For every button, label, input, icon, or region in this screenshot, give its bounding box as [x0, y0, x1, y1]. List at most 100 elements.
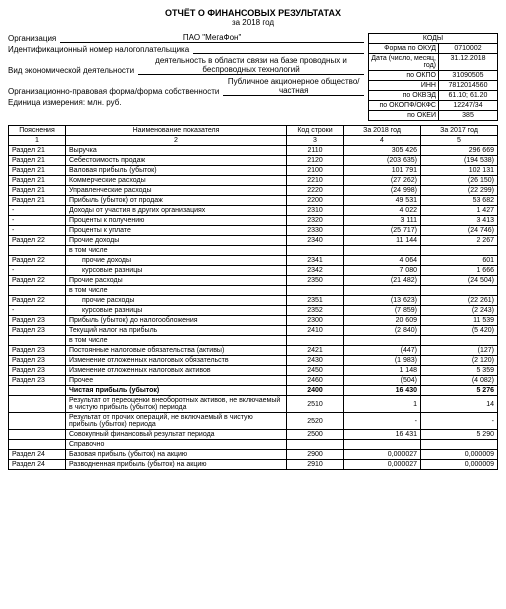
cell-code: 2220 — [287, 186, 344, 196]
value-form: Публичное акционерное общество/частная — [223, 77, 364, 96]
cell-2017: (2 120) — [421, 356, 498, 366]
codes-row: по ОКВЭД61.10; 61.20 — [369, 91, 497, 101]
cell-2017: 0,000009 — [421, 460, 498, 470]
cell-2017: 0,000009 — [421, 450, 498, 460]
cell-code: 2320 — [287, 216, 344, 226]
cell-name: Результат от прочих операций, не включае… — [66, 413, 287, 430]
cell-2017: 2 267 — [421, 236, 498, 246]
cell-code: 2351 — [287, 296, 344, 306]
cell-explain: Раздел 22 — [9, 276, 66, 286]
cell-name: Постоянные налоговые обязательства (акти… — [66, 346, 287, 356]
cell-explain: Раздел 21 — [9, 196, 66, 206]
cell-code: 2330 — [287, 226, 344, 236]
cell-2018: 305 426 — [344, 146, 421, 156]
cell-code: 2310 — [287, 206, 344, 216]
table-row: в том числе — [9, 246, 498, 256]
cell-2018: 20 609 — [344, 316, 421, 326]
table-row: Раздел 23Прочее2460(504)(4 082) — [9, 376, 498, 386]
cell-2018 — [344, 440, 421, 450]
cell-name: Проценты к получению — [66, 216, 287, 226]
cell-explain — [9, 430, 66, 440]
cell-explain — [9, 440, 66, 450]
cell-2018: (203 635) — [344, 156, 421, 166]
cell-name: Справочно — [66, 440, 287, 450]
cell-code: 2910 — [287, 460, 344, 470]
cell-2018: 3 111 — [344, 216, 421, 226]
value-org: ПАО "МегаФон" — [60, 33, 364, 43]
cell-code: 2400 — [287, 386, 344, 396]
table-row: Раздел 23Изменение отложенных налоговых … — [9, 366, 498, 376]
table-row: Раздел 21Управленческие расходы2220(24 9… — [9, 186, 498, 196]
codes-row: по ОКПО31090505 — [369, 71, 497, 81]
label-activity: Вид экономической деятельности — [8, 66, 134, 75]
cell-2017 — [421, 286, 498, 296]
cell-code: 2510 — [287, 396, 344, 413]
cell-name: Проценты к уплате — [66, 226, 287, 236]
cell-name: курсовые разницы — [66, 266, 287, 276]
cell-2017: (22 261) — [421, 296, 498, 306]
cell-code: 2520 — [287, 413, 344, 430]
cell-code — [287, 336, 344, 346]
coln-4: 4 — [344, 136, 421, 146]
table-row: Результат от прочих операций, не включае… — [9, 413, 498, 430]
cell-2017 — [421, 246, 498, 256]
cell-explain: - — [9, 206, 66, 216]
cell-explain — [9, 286, 66, 296]
table-row: Раздел 23Текущий налог на прибыль2410(2 … — [9, 326, 498, 336]
cell-explain: Раздел 23 — [9, 356, 66, 366]
cell-2018: 11 144 — [344, 236, 421, 246]
financial-table: Пояснения Наименование показателя Код ст… — [8, 125, 498, 470]
table-row: Раздел 22прочие расходы2351(13 623)(22 2… — [9, 296, 498, 306]
cell-explain: Раздел 22 — [9, 256, 66, 266]
cell-explain: Раздел 23 — [9, 326, 66, 336]
codes-label: по ОКПО — [369, 71, 438, 80]
cell-2018: 49 531 — [344, 196, 421, 206]
table-row: Раздел 21Себестоимость продаж2120(203 63… — [9, 156, 498, 166]
cell-2018: (7 859) — [344, 306, 421, 316]
cell-2017: 5 276 — [421, 386, 498, 396]
cell-name: Базовая прибыль (убыток) на акцию — [66, 450, 287, 460]
cell-code: 2340 — [287, 236, 344, 246]
col-h-1: Пояснения — [9, 126, 66, 136]
codes-value: 12247/34 — [438, 101, 497, 110]
table-row: Раздел 21Выручка2110305 426296 669 — [9, 146, 498, 156]
cell-code: 2300 — [287, 316, 344, 326]
cell-code: 2410 — [287, 326, 344, 336]
cell-name: Прочее — [66, 376, 287, 386]
cell-2017: 53 682 — [421, 196, 498, 206]
cell-name: Текущий налог на прибыль — [66, 326, 287, 336]
codes-value: 385 — [438, 111, 497, 120]
cell-2018: 4 064 — [344, 256, 421, 266]
cell-name: Доходы от участия в других организациях — [66, 206, 287, 216]
cell-2017: (4 082) — [421, 376, 498, 386]
cell-explain — [9, 336, 66, 346]
cell-explain: Раздел 21 — [9, 186, 66, 196]
codes-label: по ОКВЭД — [369, 91, 438, 100]
cell-explain: Раздел 23 — [9, 316, 66, 326]
cell-2018: (27 262) — [344, 176, 421, 186]
cell-2018: (21 482) — [344, 276, 421, 286]
cell-explain — [9, 386, 66, 396]
codes-label: ИНН — [369, 81, 438, 90]
header-left: Организация ПАО "МегаФон" Идентификацион… — [8, 33, 364, 121]
table-row: Раздел 21Прибыль (убыток) от продаж22004… — [9, 196, 498, 206]
cell-name: Прочие расходы — [66, 276, 287, 286]
cell-code: 2350 — [287, 276, 344, 286]
codes-label: Форма по ОКУД — [369, 44, 438, 53]
cell-name: Валовая прибыль (убыток) — [66, 166, 287, 176]
cell-2018 — [344, 246, 421, 256]
table-row: в том числе — [9, 286, 498, 296]
cell-2017: (24 746) — [421, 226, 498, 236]
cell-name: Результат от переоценки внеоборотных акт… — [66, 396, 287, 413]
codes-value: 7812014560 — [438, 81, 497, 90]
cell-name: Совокупный финансовый результат периода — [66, 430, 287, 440]
header-row: Пояснения Наименование показателя Код ст… — [9, 126, 498, 136]
cell-name: Прочие доходы — [66, 236, 287, 246]
cell-2017: (127) — [421, 346, 498, 356]
cell-explain: - — [9, 306, 66, 316]
cell-code: 2341 — [287, 256, 344, 266]
cell-code: 2450 — [287, 366, 344, 376]
cell-explain: - — [9, 226, 66, 236]
cell-2017: - — [421, 413, 498, 430]
cell-2018: 16 430 — [344, 386, 421, 396]
